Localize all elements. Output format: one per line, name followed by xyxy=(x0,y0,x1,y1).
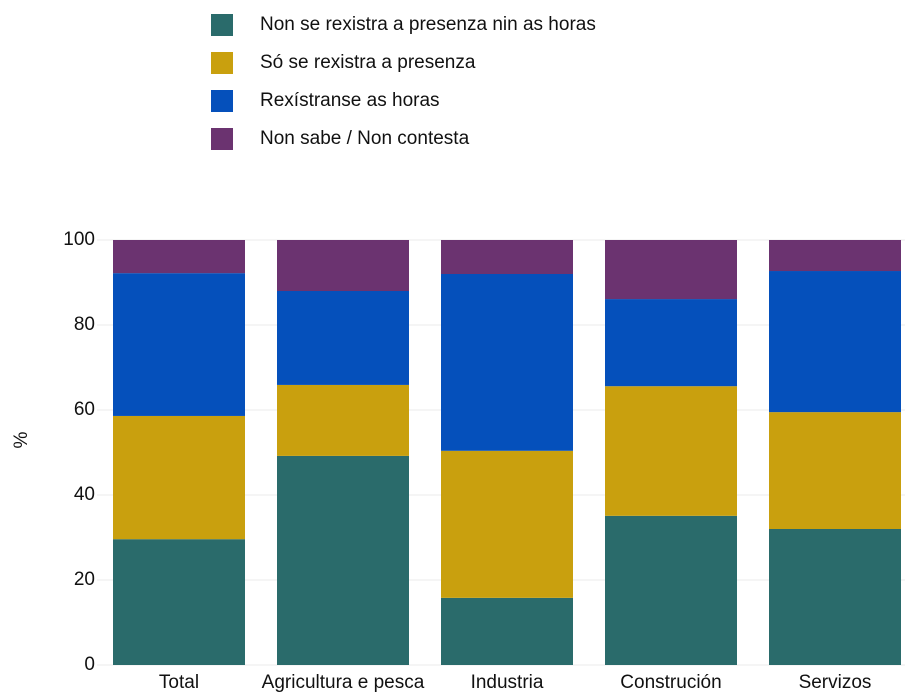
bar-segment xyxy=(277,240,409,291)
x-tick-label: Industria xyxy=(471,672,544,692)
legend-label: Non sabe / Non contesta xyxy=(260,128,470,149)
legend-swatch xyxy=(211,90,233,112)
legend-label: Non se rexistra a presenza nin as horas xyxy=(260,14,596,35)
bar-segment xyxy=(441,240,573,274)
bar-segment xyxy=(113,415,245,540)
bar-segment xyxy=(605,240,737,300)
y-tick-label: 60 xyxy=(74,399,95,420)
bar-segment xyxy=(113,240,245,274)
legend-swatch xyxy=(211,52,233,74)
x-tick-label: Servizos xyxy=(799,672,872,692)
bar-segment xyxy=(769,271,901,413)
bar-segment xyxy=(605,299,737,387)
bar-segment xyxy=(769,412,901,529)
bar-segment xyxy=(441,597,573,665)
bar-segment xyxy=(769,240,901,272)
bar-segment xyxy=(441,274,573,451)
y-tick-label: 0 xyxy=(84,654,95,675)
bar-segment xyxy=(113,273,245,416)
y-tick-label: 100 xyxy=(63,229,95,250)
bar-segment xyxy=(113,539,245,665)
bar-segment xyxy=(769,529,901,665)
legend-label: Rexístranse as horas xyxy=(260,90,440,111)
y-tick-label: 40 xyxy=(74,484,95,505)
y-tick-label: 80 xyxy=(74,314,95,335)
bar-segment xyxy=(277,291,409,385)
y-axis-label: % xyxy=(11,431,32,448)
legend-label: Só se rexistra a presenza xyxy=(260,52,476,73)
bar-segment xyxy=(441,450,573,598)
bar-segment xyxy=(277,384,409,456)
x-tick-label: Total xyxy=(159,672,199,692)
legend-swatch xyxy=(211,14,233,36)
x-tick-label: Construción xyxy=(620,672,721,692)
x-tick-label: Agricultura e pesca xyxy=(262,672,425,692)
bar-segment xyxy=(605,386,737,516)
bar-segment xyxy=(277,455,409,665)
y-tick-label: 20 xyxy=(74,569,95,590)
bar-segment xyxy=(605,515,737,665)
legend-swatch xyxy=(211,128,233,150)
